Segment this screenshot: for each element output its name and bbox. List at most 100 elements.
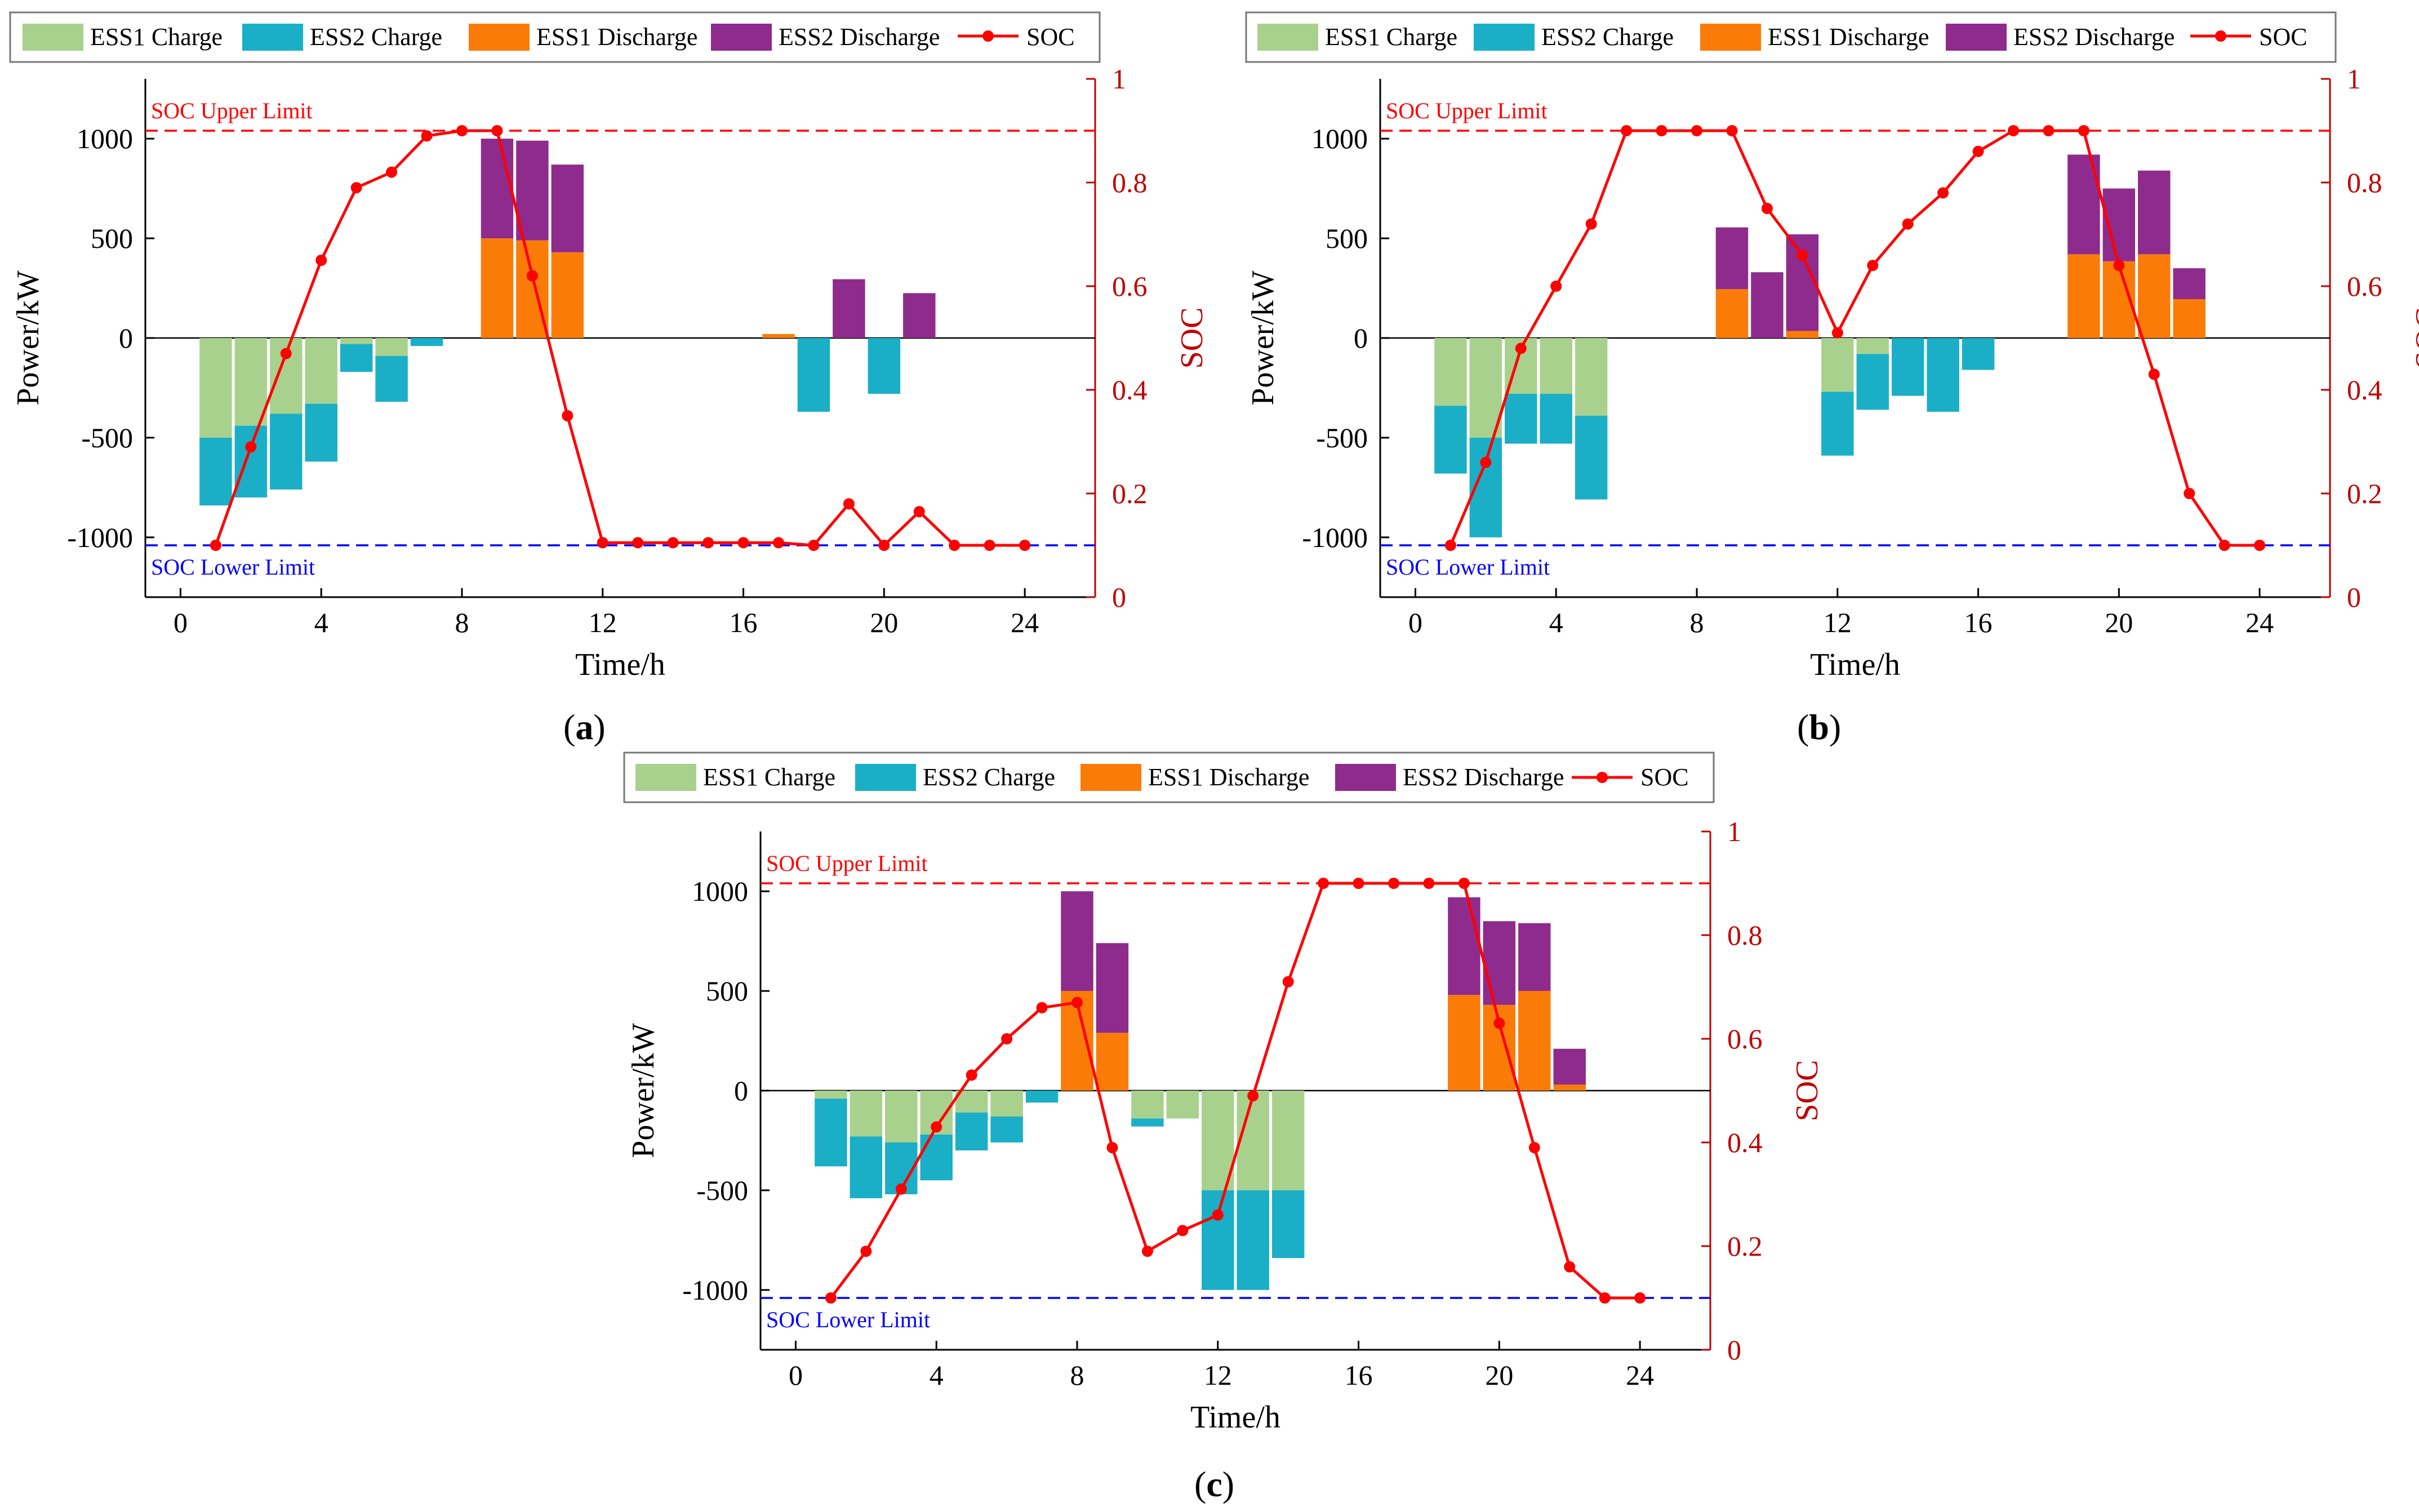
soc-axis-title: SOC [1175, 308, 1210, 369]
soc-point [1621, 125, 1633, 136]
x-axis-title: Time/h [575, 647, 665, 682]
soc-point [1106, 1142, 1118, 1154]
bar-ess1-charge [234, 338, 268, 426]
x-tick-label: 12 [1824, 607, 1852, 638]
bar-ess1-discharge [1096, 1033, 1129, 1091]
x-tick-label: 20 [1485, 1359, 1513, 1391]
bar-ess2-discharge [2173, 268, 2205, 299]
y-tick-label: 500 [1326, 223, 1368, 254]
soc-tick-label: 0.8 [1727, 919, 1763, 951]
legend-swatch-ess2-charge [242, 24, 303, 51]
x-tick-label: 16 [1345, 1359, 1373, 1391]
legend-label-ess1-charge: ESS1 Charge [703, 763, 835, 791]
soc-point [2184, 488, 2195, 499]
bar-ess1-charge [1469, 338, 1502, 438]
panel-c: ESS1 Charge ESS2 Charge ESS1 Discharge E… [623, 751, 1825, 1504]
bar-ess1-charge [955, 1091, 988, 1113]
panel-letter-c: c [1206, 1464, 1222, 1504]
soc-point [667, 537, 679, 549]
legend-box [9, 11, 1101, 63]
panel-b: ESS1 Charge ESS2 Charge ESS1 Discharge E… [1245, 11, 2419, 747]
x-tick-label: 8 [1690, 607, 1704, 638]
soc-point [1656, 125, 1667, 136]
soc-point [1726, 125, 1738, 136]
soc-line [829, 882, 1640, 1300]
bar-ess1-discharge [2173, 299, 2205, 338]
y-tick-label: 0 [1354, 322, 1368, 354]
bar-ess1-discharge [762, 333, 795, 338]
bar-ess2-charge [305, 403, 337, 462]
soc-tick-label: 0.4 [1112, 374, 1148, 406]
bar-ess2-charge [1237, 1190, 1269, 1290]
legend-label-ess2-charge: ESS2 Charge [923, 763, 1055, 791]
bar-ess2-charge [1927, 338, 1959, 412]
plot-b: 0 4 8 12 16 20 24 -1000 -500 0 500 1000 0 0.2 0.4 0.6 0.… [1246, 63, 2419, 682]
legend-swatch-ess2-discharge [711, 24, 772, 51]
soc-point [1867, 260, 1879, 272]
x-tick-label: 24 [2245, 607, 2274, 638]
soc-tick-label: 1 [1112, 63, 1126, 95]
soc-lower-limit-label: SOC Lower Limit [766, 1307, 930, 1332]
bar-ess1-charge [1166, 1091, 1199, 1119]
soc-tick-label: 0 [1112, 581, 1126, 613]
x-tick-label: 4 [1549, 607, 1563, 638]
soc-point [350, 182, 362, 194]
bar-ess2-charge [955, 1112, 988, 1151]
soc-point [421, 130, 433, 142]
bar-ess1-charge [375, 338, 408, 356]
soc-point [966, 1069, 977, 1081]
bar-ess1-charge [885, 1091, 918, 1142]
legend-soc-marker [982, 30, 994, 42]
legend-swatch-ess1-charge [635, 764, 696, 791]
x-axis-title: Time/h [1190, 1400, 1280, 1435]
legend-label-soc: SOC [2259, 23, 2307, 51]
soc-axis-title: SOC [1790, 1060, 1825, 1122]
bar-ess2-charge [797, 338, 830, 412]
legend-label-ess1-charge: ESS1 Charge [90, 23, 223, 51]
bar-ess2-charge [1202, 1190, 1234, 1290]
bar-ess1-discharge [1518, 991, 1551, 1091]
soc-point [860, 1246, 872, 1257]
bar-ess2-charge [1505, 394, 1537, 444]
legend-swatch-ess2-charge [1474, 24, 1535, 51]
legend-swatch-ess2-discharge [1335, 764, 1396, 791]
soc-point [2078, 125, 2089, 136]
bar-ess2-discharge [551, 164, 584, 252]
soc-tick-label: 0 [2347, 581, 2361, 613]
bar-ess2-discharge [481, 139, 514, 239]
soc-point [386, 166, 398, 178]
bar-ess2-charge [1821, 392, 1854, 456]
y-axis-title: Power/kW [11, 270, 46, 406]
y-tick-label: 0 [734, 1075, 748, 1106]
bar-ess1-discharge [2067, 254, 2100, 338]
panel-caption-b: (b) [1797, 707, 1841, 747]
bar-ess2-charge [990, 1117, 1023, 1142]
bar-ess2-charge [375, 355, 408, 402]
bar-ess2-charge [410, 338, 443, 346]
soc-point [984, 540, 995, 551]
y-tick-label: 1000 [692, 875, 748, 907]
plot-c: 0 4 8 12 16 20 24 -1000 -500 0 500 1000 0 0.2 0.4 0.6 0.… [626, 816, 1825, 1435]
soc-point [2148, 368, 2160, 380]
y-tick-label: 1000 [1311, 123, 1368, 154]
legend-a: ESS1 Charge ESS2 Charge ESS1 Discharge E… [9, 11, 1101, 63]
soc-point [1444, 540, 1456, 551]
x-tick-label: 16 [730, 607, 758, 638]
soc-point [1564, 1261, 1576, 1273]
y-tick-label: -1000 [682, 1274, 748, 1306]
soc-point [1972, 145, 1984, 157]
bar-ess2-charge [1434, 406, 1467, 474]
soc-point [895, 1183, 907, 1195]
legend-label-ess1-discharge: ESS1 Discharge [1768, 23, 1929, 51]
soc-point [702, 537, 714, 549]
soc-point [1797, 249, 1808, 261]
y-tick-label: -500 [1316, 422, 1368, 453]
bar-ess2-charge [1131, 1118, 1164, 1127]
legend-swatch-ess1-discharge [469, 24, 530, 51]
bar-ess1-charge [1237, 1091, 1269, 1190]
soc-point [1515, 343, 1527, 354]
soc-upper-limit-label: SOC Upper Limit [151, 98, 313, 123]
bar-ess2-charge [1575, 416, 1608, 500]
soc-point [1831, 327, 1843, 339]
